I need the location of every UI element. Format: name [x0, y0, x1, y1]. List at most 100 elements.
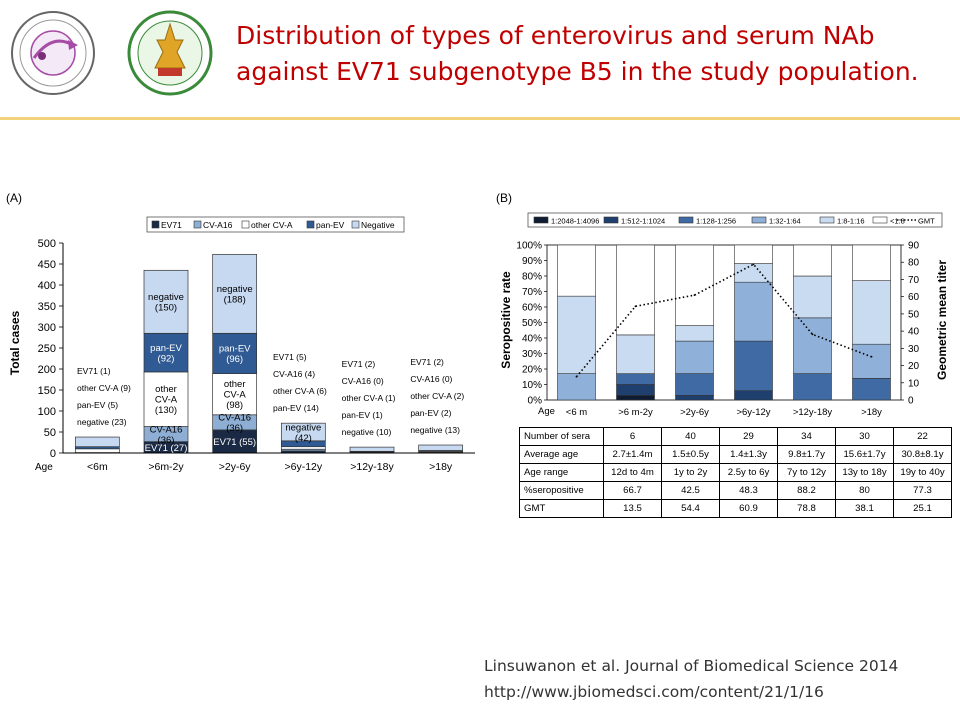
bar-label-a: (42) — [295, 433, 312, 444]
bar-label-a: (36) — [158, 435, 175, 446]
bar-label-a: other — [155, 384, 177, 395]
table-cell: 12d to 4m — [603, 463, 662, 482]
y-tick-label-a: 0 — [50, 448, 56, 460]
bar-label-a: (36) — [226, 423, 243, 434]
bar-b-6-m-2y-1-128-1-256 — [616, 373, 655, 385]
side-label-a: pan-EV (5) — [77, 400, 118, 410]
bar-a-6y-12y-negative — [280, 422, 326, 442]
legend-label-b-1-8: <1:8 — [890, 217, 905, 226]
table-cell: 78.8 — [777, 499, 836, 518]
legend-swatch-negative — [351, 220, 360, 229]
x-tick-label-b: >6 m-2y — [618, 407, 653, 418]
bar-label-a: (98) — [226, 400, 243, 411]
right-logo — [125, 10, 215, 96]
table-cell: 40 — [661, 427, 720, 446]
y-tick-label-b: 20% — [522, 365, 542, 376]
y-tick-label-b: 40% — [522, 334, 542, 345]
side-label-a: CV-A16 (4) — [273, 369, 315, 379]
legend-label-b-1-512-1-1024: 1:512-1:1024 — [621, 217, 665, 226]
bar-a-2y-6y-pan-ev — [212, 332, 258, 374]
x-tick-label-a: >2y-6y — [219, 461, 252, 473]
bar-b-6y-12y-1-8 — [734, 244, 773, 264]
bars-b — [557, 244, 891, 401]
legend-label-negative: Negative — [361, 220, 395, 230]
bar-b-18y-1-8 — [852, 244, 891, 281]
y-axis-b: 0% 10% 20% 30% 40% 50% 60% 70% 80% 90% 100% 0 10 20 30… — [516, 241, 919, 407]
citation-url: http://www.jbiomedsci.com/content/21/1/1… — [484, 683, 824, 701]
title-divider — [0, 117, 960, 120]
bar-a-2y-6y-other-cv-a — [212, 373, 258, 416]
bar-label-a: (92) — [158, 353, 175, 364]
side-label-a: pan-EV (14) — [273, 403, 319, 413]
bar-label-a: negative — [285, 422, 321, 433]
table-cell: 80 — [835, 481, 894, 500]
citation-journal: Linsuwanon et al. Journal of Biomedical … — [484, 657, 899, 675]
table-row: GMT 13.5 54.4 60.9 78.8 38.1 25.1 — [519, 499, 952, 518]
side-label-a: EV71 (2) — [342, 359, 376, 369]
table-cell: 13.5 — [603, 499, 662, 518]
bar-b-6-m-2y-1-8 — [616, 244, 655, 336]
legend-swatch-ev71 — [151, 220, 160, 229]
x-tick-label-b: <6 m — [566, 407, 587, 418]
y-tick-label-a: 100 — [38, 406, 56, 418]
legend-a: EV71 CV-A16 other CV-A pan-EV Negative — [146, 216, 405, 233]
y-tick-label-b: 50% — [522, 318, 542, 329]
table-cell: 13y to 18y — [835, 463, 894, 482]
y2-tick-label-b: 50 — [908, 309, 920, 320]
bar-b-6y-12y-1-128-1-256 — [734, 340, 773, 392]
side-label-a: pan-EV (1) — [342, 410, 383, 420]
table-cell: 19y to 40y — [893, 463, 952, 482]
bar-labels-a: EV71 (27)CV-A16(36)otherCV-A(130)pan-EV(… — [77, 284, 464, 454]
bar-label-a: (150) — [155, 303, 177, 314]
bar-a-18y-negative — [418, 444, 464, 451]
bar-a-6m-2y-other-cv-a — [143, 371, 189, 427]
legend-swatch-b-1-8 — [872, 216, 888, 224]
side-label-a: CV-A16 (0) — [410, 374, 452, 384]
bar-b-12y-18y-1-8 — [793, 244, 832, 277]
y-tick-label-a: 150 — [38, 385, 56, 397]
bar-b-12y-18y-1-32-1-64 — [793, 317, 832, 374]
table-row-label: GMT — [519, 499, 604, 518]
table-cell: 66.7 — [603, 481, 662, 500]
bar-b-6-m-1-8 — [557, 244, 596, 297]
legend-box-b — [527, 212, 943, 228]
legend-label-ev71: EV71 — [161, 220, 182, 230]
gmt-line-b — [575, 263, 873, 378]
title-line-1: Distribution of types of enterovirus and… — [236, 21, 875, 50]
y-tick-label-b: 0% — [528, 396, 543, 407]
legend-swatch-cv-a16 — [193, 220, 202, 229]
side-label-a: other CV-A (9) — [77, 383, 131, 393]
table-row: Age range 12d to 4m 1y to 2y 2.5y to 6y 7y t… — [519, 463, 952, 482]
bar-b-18y-1-32-1-64 — [852, 343, 891, 379]
legend-label-b-1-8-1-16: 1:8-1:16 — [837, 217, 865, 226]
y-tick-label-a: 500 — [38, 238, 56, 250]
y-tick-label-b: 30% — [522, 349, 542, 360]
bar-label-a: CV-A — [224, 390, 247, 401]
bar-label-a: EV71 (55) — [213, 437, 256, 448]
y-tick-label-b: 10% — [522, 380, 542, 391]
table-cell: 15.6±1.7y — [835, 445, 894, 464]
bar-label-a: CV-A — [155, 395, 178, 406]
title-line-2: against EV71 subgenotype B5 in the study… — [236, 57, 919, 86]
side-label-a: negative (10) — [342, 427, 392, 437]
chart-b: (B) Seropositive rate Geometric mean tit… — [496, 191, 949, 418]
side-label-a: other CV-A (6) — [273, 386, 327, 396]
side-label-a: CV-A16 (0) — [342, 376, 384, 386]
table-cell: 88.2 — [777, 481, 836, 500]
table-row: %seropositive 66.7 42.5 48.3 88.2 80 77.3 — [519, 481, 952, 500]
bars-a — [63, 253, 475, 454]
chulalongkorn-faculty-seal-icon — [127, 10, 213, 96]
table-cell: 77.3 — [893, 481, 952, 500]
table-cell: 1.4±1.3y — [719, 445, 778, 464]
gmt-point — [634, 305, 637, 308]
x-prefix-b: Age — [538, 406, 555, 417]
bar-label-a: (96) — [226, 354, 243, 365]
legend-swatch-other-cv-a — [241, 220, 250, 229]
y-tick-label-a: 400 — [38, 280, 56, 292]
chart-a: (A) Total cases EV71 CV-A16 other CV-A pan-… — [6, 191, 475, 473]
y2-tick-label-b: 0 — [908, 396, 914, 407]
table-cell: 9.8±1.7y — [777, 445, 836, 464]
x-tick-label-b: >6y-12y — [736, 407, 770, 418]
bar-a-12y-18y-negative — [349, 446, 395, 452]
legend-swatch-b-1-8-1-16 — [819, 216, 835, 224]
